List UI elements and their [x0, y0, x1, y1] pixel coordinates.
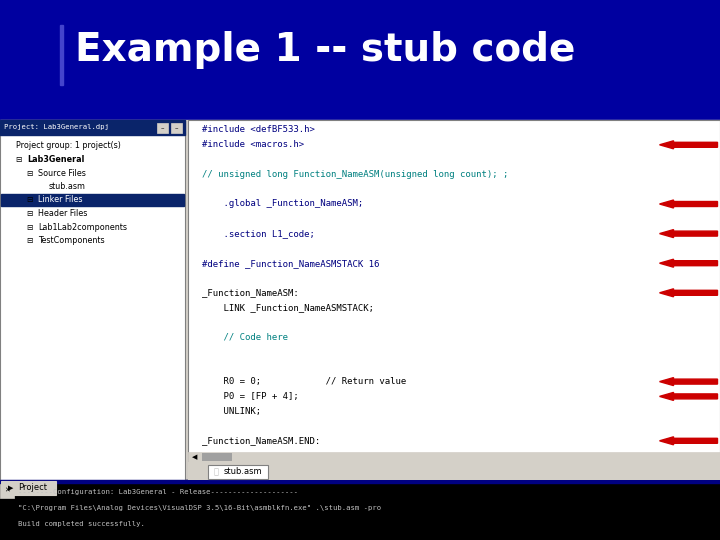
FancyArrow shape [660, 393, 718, 400]
Text: Project: Lab3General.dpj: Project: Lab3General.dpj [4, 125, 109, 131]
Text: .section L1_code;: .section L1_code; [202, 229, 315, 238]
Bar [188, 452, 719, 462]
Text: "C:\Program Files\Analog Devices\VisualDSP 3.5\16-Bit\asmblkfn.exe" .\stub.asm -: "C:\Program Files\Analog Devices\VisualD… [18, 505, 381, 511]
Text: --------Configuration: Lab3General - Release--------------------: --------Configuration: Lab3General - Rel… [18, 489, 298, 495]
Text: #define _Function_NameASMSTACK 16: #define _Function_NameASMSTACK 16 [202, 259, 379, 268]
Text: R0 = 0;            // Return value: R0 = 0; // Return value [202, 377, 406, 386]
Text: LINK _Function_NameASMSTACK;: LINK _Function_NameASMSTACK; [202, 303, 374, 312]
Text: Source Files: Source Files [38, 168, 86, 178]
Text: TestComponents: TestComponents [38, 236, 104, 245]
FancyArrow shape [660, 259, 718, 267]
Text: UNLINK;: UNLINK; [202, 407, 261, 416]
FancyArrow shape [660, 377, 718, 386]
Text: Project group: 1 project(s): Project group: 1 project(s) [16, 141, 121, 151]
Bar [202, 453, 232, 461]
Text: _Function_NameASM:: _Function_NameASM: [202, 288, 299, 298]
Text: // Code here: // Code here [202, 333, 288, 342]
Bar [188, 462, 719, 480]
FancyArrow shape [660, 141, 718, 149]
Text: Linker Files: Linker Files [38, 195, 83, 205]
Bar [0, 120, 719, 480]
Text: ⊟: ⊟ [26, 168, 32, 178]
Bar [0, 480, 719, 483]
Text: ⊟: ⊟ [26, 236, 32, 245]
Bar [0, 120, 185, 480]
FancyBboxPatch shape [208, 465, 268, 479]
Bar [171, 123, 182, 133]
Bar [0, 480, 719, 540]
Bar [0, 484, 14, 498]
Text: ◀: ◀ [192, 454, 197, 460]
Text: _Function_NameASM.END:: _Function_NameASM.END: [202, 436, 320, 446]
Bar [0, 120, 185, 135]
Text: #include <defBF533.h>: #include <defBF533.h> [202, 125, 315, 134]
Text: P0 = [FP + 4];: P0 = [FP + 4]; [202, 392, 299, 401]
Text: –: – [161, 125, 164, 131]
Text: Project: Project [18, 483, 47, 492]
Bar [60, 25, 63, 85]
Bar [1, 194, 184, 206]
Text: stub.asm: stub.asm [49, 182, 86, 191]
FancyArrow shape [660, 437, 718, 445]
Text: ▶: ▶ [8, 485, 14, 491]
Text: ⊟: ⊟ [15, 155, 22, 164]
Text: Lab1Lab2components: Lab1Lab2components [38, 222, 127, 232]
Text: Build completed successfully.: Build completed successfully. [18, 521, 145, 527]
FancyArrow shape [660, 200, 718, 208]
Text: Lab3General: Lab3General [27, 155, 84, 164]
Text: ⊟: ⊟ [26, 222, 32, 232]
Text: // unsigned long Function_NameASM(unsigned long count); ;: // unsigned long Function_NameASM(unsign… [202, 170, 508, 179]
Text: .global _Function_NameASM;: .global _Function_NameASM; [202, 199, 363, 208]
Text: ⊟: ⊟ [26, 195, 32, 205]
Bar [157, 123, 168, 133]
Text: Header Files: Header Files [38, 209, 87, 218]
Text: 🗋: 🗋 [214, 468, 219, 476]
FancyArrow shape [660, 289, 718, 297]
Bar [188, 120, 719, 480]
FancyArrow shape [660, 230, 718, 238]
Text: #include <macros.h>: #include <macros.h> [202, 140, 304, 149]
Text: Example 1 -- stub code: Example 1 -- stub code [75, 31, 575, 69]
Text: –: – [175, 125, 178, 131]
Bar [1, 481, 56, 495]
Text: ⊟: ⊟ [26, 209, 32, 218]
Text: stub.asm: stub.asm [224, 468, 263, 476]
Text: ✕: ✕ [4, 488, 10, 494]
